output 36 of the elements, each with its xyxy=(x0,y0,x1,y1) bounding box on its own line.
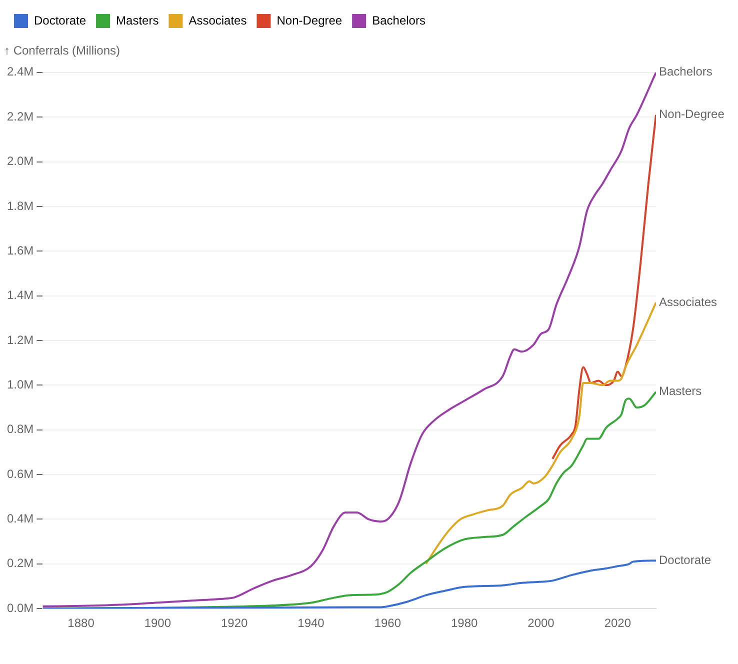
y-tick-label: 0.4M xyxy=(6,512,34,526)
y-tick-label: 1.2M xyxy=(6,332,34,347)
y-tick-label: 2.4M xyxy=(6,64,34,79)
text: Non-Degree xyxy=(659,107,724,122)
y-tick-label: 2.2M xyxy=(6,109,34,124)
x-tick-label: 1900 xyxy=(144,616,172,630)
text: Masters xyxy=(659,384,702,398)
x-tick-label: 1880 xyxy=(68,616,95,630)
y-tick-label: 0.8M xyxy=(6,422,34,436)
y-tick-label: 0.2M xyxy=(6,556,34,570)
line-series xyxy=(425,302,656,565)
legend-label: Associates xyxy=(188,13,247,28)
line-series xyxy=(42,72,656,608)
x-tick-label: 1960 xyxy=(374,616,402,630)
y-tick-label: 2.0M xyxy=(6,154,34,168)
text: Bachelors xyxy=(659,64,712,79)
legend-label: Bachelors xyxy=(372,13,426,28)
line-series xyxy=(552,114,656,460)
x-tick-label: 1940 xyxy=(298,616,325,630)
y-tick-label: 1.0M xyxy=(6,377,34,392)
y-axis-title: ↑ Conferrals (Millions) xyxy=(4,44,120,58)
text: Associates xyxy=(659,294,718,309)
legend-label: Doctorate xyxy=(34,13,86,28)
y-tick-label: 0.6M xyxy=(6,466,34,481)
x-tick-label: 2000 xyxy=(528,616,555,630)
y-tick-label: 1.6M xyxy=(6,243,34,258)
legend-label: Non-Degree xyxy=(276,13,342,28)
y-tick-label: 1.4M xyxy=(6,288,34,302)
line-series xyxy=(42,560,656,609)
x-tick-label: 1920 xyxy=(220,616,248,630)
y-tick-label: 1.8M xyxy=(6,198,34,213)
y-tick-label: 0.0M xyxy=(6,600,34,615)
text: Doctorate xyxy=(659,552,712,567)
x-tick-label: 1980 xyxy=(450,616,478,630)
x-tick-label: 2020 xyxy=(604,616,632,630)
legend-label: Masters xyxy=(116,13,159,28)
